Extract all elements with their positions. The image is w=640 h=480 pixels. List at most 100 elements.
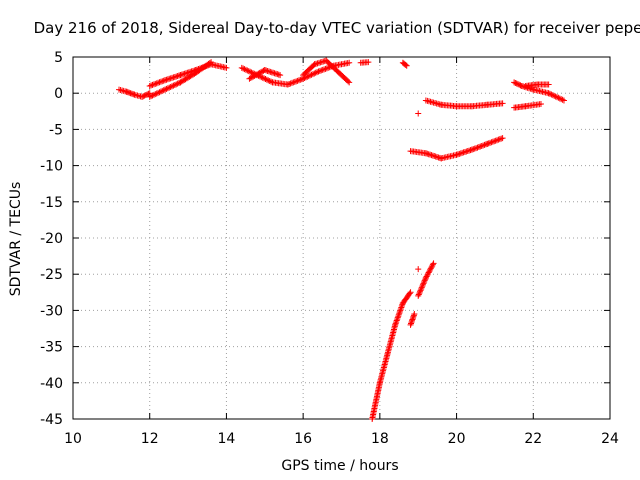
data-point (417, 287, 424, 294)
data-point (322, 65, 329, 72)
data-point (307, 72, 314, 79)
data-point (415, 266, 422, 273)
data-point (249, 74, 255, 81)
data-point (415, 291, 422, 298)
data-point (471, 145, 478, 152)
data-point (255, 70, 262, 77)
data-point (482, 141, 489, 148)
y-axis: 5 0 -5 -10 -15 -20 -25 -30 -35 -40 -45 (40, 50, 610, 428)
data-point (552, 93, 559, 100)
data-point (406, 290, 413, 297)
data-point (312, 69, 319, 76)
data-point (315, 68, 322, 75)
data-point (159, 78, 166, 85)
data-point (173, 81, 180, 88)
data-point (323, 65, 330, 72)
data-point (547, 90, 554, 97)
y-axis-label: SDTVAR / TECUs (8, 182, 24, 297)
y-tick-label: -10 (40, 159, 63, 175)
data-point (416, 290, 423, 297)
data-point (427, 266, 434, 273)
x-tick-label: 22 (524, 431, 542, 447)
data-point (489, 138, 496, 145)
data-point (394, 314, 401, 321)
data-point (537, 101, 544, 108)
data-point (429, 261, 436, 268)
y-tick-label: -35 (40, 340, 63, 356)
data-point (512, 79, 519, 86)
y-tick-label: -5 (49, 122, 63, 138)
data-point (418, 284, 425, 291)
data-point (495, 136, 502, 143)
data-point (156, 79, 163, 86)
data-point (398, 304, 405, 311)
data-point (268, 78, 275, 85)
data-point (427, 265, 434, 272)
data-point (294, 77, 301, 84)
data-point (244, 67, 251, 74)
data-point (478, 142, 485, 149)
data-point (492, 137, 499, 144)
data-point (419, 281, 426, 288)
data-point (305, 73, 312, 80)
data-point (545, 81, 552, 88)
data-point (257, 69, 264, 76)
x-tick-label: 14 (218, 431, 236, 447)
data-point (424, 270, 431, 277)
data-point (470, 146, 477, 153)
data-point (397, 307, 404, 314)
data-point (485, 140, 492, 147)
data-point (263, 76, 270, 83)
data-point (321, 66, 328, 73)
data-point (286, 80, 293, 87)
data-point (150, 81, 157, 88)
data-point (411, 311, 418, 318)
data-point (392, 321, 399, 328)
data-point (247, 68, 254, 75)
data-point (499, 135, 506, 142)
data-point (171, 81, 178, 88)
data-point (549, 92, 556, 99)
data-point (246, 75, 253, 82)
data-point (174, 80, 181, 87)
data-point (420, 280, 427, 287)
data-point (311, 70, 318, 77)
data-point (468, 146, 475, 153)
data-point (141, 92, 148, 99)
data-point (164, 85, 171, 92)
data-point (416, 288, 423, 295)
data-point (346, 59, 353, 66)
data-point (393, 318, 400, 325)
data-point (261, 75, 268, 82)
data-point (288, 79, 295, 86)
y-tick-label: -30 (40, 303, 63, 319)
data-point (517, 82, 524, 89)
data-point (153, 90, 160, 97)
data-point (395, 311, 402, 318)
data-point (494, 137, 501, 144)
data-point (399, 301, 406, 308)
data-point (142, 92, 149, 99)
data-point (266, 78, 273, 85)
data-point (277, 72, 284, 79)
y-tick-label: 5 (54, 50, 63, 66)
data-point (392, 320, 399, 327)
data-point (170, 82, 177, 89)
data-point (425, 269, 432, 276)
data-point (474, 144, 481, 151)
data-point (157, 88, 164, 95)
data-point (396, 310, 403, 317)
data-point (421, 278, 428, 285)
data-point (396, 308, 403, 315)
data-point (545, 90, 552, 97)
data-point (481, 141, 488, 148)
data-point (419, 283, 426, 290)
data-point (319, 66, 326, 73)
data-point (287, 80, 294, 87)
data-point (491, 138, 498, 145)
data-point (309, 71, 316, 78)
data-point (514, 81, 521, 88)
data-point (477, 143, 484, 150)
x-axis: 10 12 14 16 18 20 22 24 (64, 57, 619, 447)
